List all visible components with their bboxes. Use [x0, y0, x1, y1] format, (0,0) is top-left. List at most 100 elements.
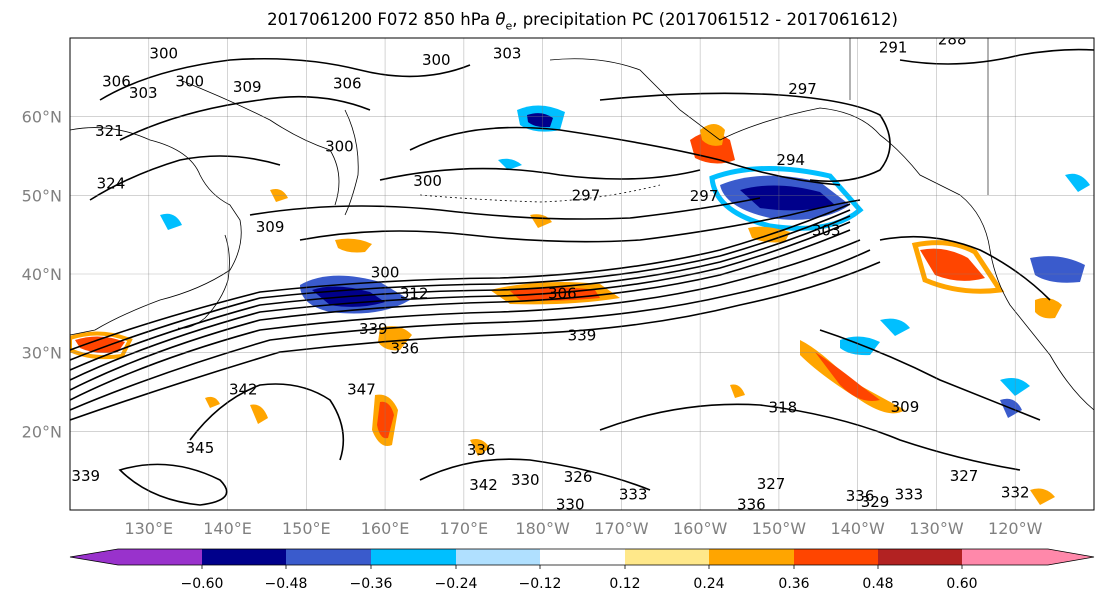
contour-value-label: 300 — [422, 51, 451, 69]
neg-anomaly-small-2 — [160, 213, 182, 230]
colorbar-swatches — [70, 549, 1094, 565]
neg-anomaly-sub-2 — [880, 318, 910, 336]
title-theta-symbol: θ — [495, 10, 506, 29]
lon-tick-label: 130°W — [909, 519, 964, 538]
pos-anomaly-subtropical-core — [815, 352, 880, 401]
lon-tick-label: 150°W — [752, 519, 807, 538]
coast-aleutians — [419, 184, 661, 203]
pos-anomaly-south-1-core — [377, 401, 394, 439]
lon-tick-label: 130°E — [124, 519, 173, 538]
contour-jet-4 — [70, 209, 851, 361]
lon-tick-label: 150°E — [282, 519, 331, 538]
contour-value-label: 327 — [950, 467, 979, 485]
contour-north-3 — [119, 95, 371, 141]
contour-jet-5 — [70, 203, 851, 351]
latitude-tick-labels: 60°N 50°N 40°N 30°N 20°N — [22, 108, 62, 442]
contour-value-label: 330 — [511, 471, 540, 489]
colorbar-swatch — [794, 549, 878, 565]
contour-jet-8 — [70, 261, 881, 421]
colorbar-ticks: −0.60 −0.48 −0.36 −0.24 −0.12 0.12 0.24 0.36 0.4… — [181, 565, 978, 592]
contour-value-label: 339 — [71, 467, 100, 485]
lat-tick-label: 60°N — [22, 108, 62, 127]
neg-anomaly-west-coast — [1030, 256, 1085, 283]
coast-east-asia — [70, 127, 242, 336]
contour-value-label: 339 — [568, 326, 597, 344]
contour-value-label: 306 — [102, 72, 131, 90]
contour-value-label: 288 — [938, 31, 967, 49]
colorbar-swatch — [625, 549, 709, 565]
pos-anomaly-east-1-edge — [911, 240, 1005, 294]
colorbar-swatch — [709, 549, 794, 565]
colorbar-swatch — [118, 549, 202, 565]
title-prefix: 2017061200 F072 850 hPa — [267, 10, 496, 29]
lon-tick-label: 120°W — [988, 519, 1043, 538]
contour-value-label: 339 — [359, 320, 388, 338]
coast-north-america-west — [959, 194, 1094, 411]
contour-value-label: 336 — [737, 495, 766, 513]
title-theta-subscript: e — [505, 19, 513, 33]
contour-gulf-loop — [599, 92, 891, 183]
contour-value-label: 318 — [769, 399, 798, 417]
contour-jet-3 — [70, 215, 851, 371]
contour-mid-1 — [299, 199, 861, 243]
pos-anomaly-small-3 — [205, 396, 220, 408]
colorbar-tick-label: 0.60 — [946, 576, 977, 592]
pos-anomaly-east-2 — [1035, 297, 1062, 319]
contour-value-label: 309 — [891, 398, 920, 416]
colorbar-tick-label: −0.12 — [519, 576, 562, 592]
colorbar-tick-label: −0.60 — [181, 576, 224, 592]
contour-value-label: 297 — [788, 80, 817, 98]
pos-anomaly-china-coast-edge — [70, 331, 133, 360]
contour-value-label: 303 — [812, 222, 841, 240]
contour-value-label: 326 — [564, 468, 593, 486]
title-suffix: , precipitation PC (2017061512 - 2017061… — [512, 10, 898, 29]
contour-jet-7 — [70, 249, 871, 411]
contour-value-label: 342 — [229, 381, 258, 399]
theta-e-contours — [70, 48, 1094, 506]
contour-value-label: 306 — [548, 285, 577, 303]
lon-tick-label: 160°E — [361, 519, 410, 538]
colorbar-swatch — [286, 549, 371, 565]
contour-south-2 — [419, 458, 651, 491]
contour-value-label: 300 — [149, 45, 178, 63]
neg-anomaly-gulf-core — [740, 185, 835, 211]
contour-value-label: 336 — [846, 487, 875, 505]
contour-value-label: 332 — [1001, 484, 1030, 502]
contour-west-1 — [89, 155, 281, 201]
contour-value-label: 333 — [895, 485, 924, 503]
lon-tick-label: 180°W — [515, 519, 570, 538]
colorbar-swatch — [202, 549, 286, 565]
lon-tick-label: 160°W — [673, 519, 728, 538]
contour-value-label: 336 — [390, 340, 419, 358]
contour-value-label: 303 — [129, 84, 158, 102]
colorbar-swatch — [962, 549, 1048, 565]
contour-north-2 — [99, 57, 471, 101]
lat-tick-label: 30°N — [22, 344, 62, 363]
contour-value-label: 294 — [776, 151, 805, 169]
contour-value-label: 291 — [879, 38, 908, 56]
contour-value-label: 345 — [186, 439, 215, 457]
contour-jet-6 — [70, 239, 861, 401]
pos-anomaly-china-coast — [75, 336, 125, 353]
pos-anomaly-small-2 — [470, 439, 490, 456]
colorbar-tick-label: 0.12 — [609, 576, 640, 592]
coast-japan — [177, 234, 230, 329]
contour-value-label: 297 — [690, 187, 719, 205]
colorbar-extend-max — [1048, 549, 1094, 565]
contour-value-label: 324 — [97, 175, 126, 193]
contour-value-label: 347 — [347, 381, 376, 399]
contour-value-label: 306 — [333, 75, 362, 93]
contour-value-label: 330 — [556, 495, 585, 513]
lat-tick-label: 50°N — [22, 186, 62, 205]
map-title: 2017061200 F072 850 hPa θe, precipitatio… — [0, 10, 1105, 32]
colorbar-swatch — [878, 549, 962, 565]
lat-tick-label: 20°N — [22, 422, 62, 441]
coast-siberia-okhotsk — [179, 79, 340, 206]
graticule — [70, 38, 1094, 510]
contour-value-label: 312 — [400, 285, 429, 303]
neg-anomaly-small-1 — [498, 158, 522, 170]
contour-value-label: 329 — [861, 493, 890, 511]
colorbar-tick-label: 0.36 — [778, 576, 809, 592]
